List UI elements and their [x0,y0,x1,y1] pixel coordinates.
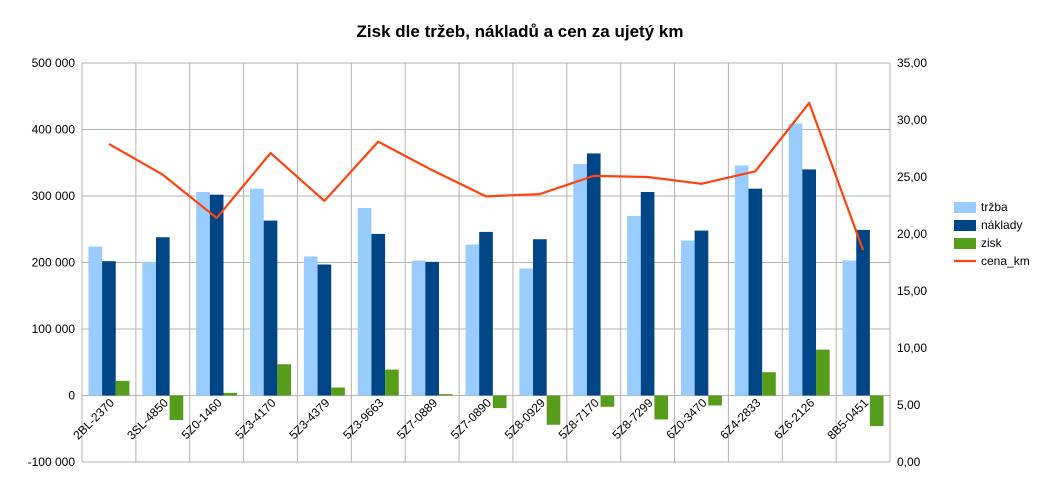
y-left-tick-label: 0 [68,389,75,403]
bars [88,123,884,427]
bar-náklady [640,192,655,396]
legend-swatch [954,238,976,249]
legend-label: cena_km [981,254,1030,268]
y-left-tick-label: 400 000 [32,123,76,137]
x-tick-label: 6Z0-3470 [663,395,709,441]
legend: tržba náklady zisk cena_km [954,200,1030,268]
bar-náklady [856,229,870,396]
bar-náklady [802,169,817,396]
bar-tržba [196,192,210,396]
bar-náklady [371,233,386,396]
chart-title: Zisk dle tržeb, nákladů a cen za ujetý k… [357,22,684,41]
x-tick-label: 3SL-4850 [124,395,171,442]
bar-tržba [842,260,857,396]
bar-náklady [586,153,601,396]
x-tick-label: 5Z8-7170 [556,395,602,441]
y-right-tick-label: 0,00 [897,455,921,469]
legend-label: tržba [981,200,1008,214]
y-left-tick-label: -100 000 [28,455,76,469]
y-right-tick-label: 25,00 [897,170,927,184]
bar-náklady [263,220,278,396]
bar-zisk [762,372,776,396]
bar-zisk [331,387,345,396]
bar-náklady [694,230,709,396]
x-tick-label: 5Z8-0929 [502,395,548,441]
bar-tržba [303,256,318,396]
bar-tržba [465,244,480,396]
bar-zisk [223,392,238,396]
legend-label: zisk [981,236,1003,250]
bar-náklady [317,264,332,396]
x-tick-label: 8B5-0451 [824,395,871,442]
bar-zisk [385,369,399,396]
y-left-tick-label: 100 000 [32,322,76,336]
bar-náklady [479,231,493,396]
bar-zisk [546,395,561,425]
bar-zisk [169,395,184,421]
axes [81,63,891,462]
x-axis-ticks: 2BL-2370 3SL-4850 5Z0-1460 5Z3-4170 5Z3-4379… [70,395,871,442]
bar-zisk [816,349,830,396]
x-tick-label: 5Z7-0889 [394,395,440,441]
x-tick-label: 5Z0-1460 [179,395,225,441]
bar-zisk [277,364,292,396]
x-tick-label: 5Z8-7299 [609,395,655,441]
x-tick-label: 5Z3-4170 [232,395,278,441]
bar-náklady [425,261,439,396]
y-left-tick-label: 500 000 [32,56,76,70]
y-right-tick-label: 20,00 [897,227,927,241]
left-axis-ticks: -100 000 0 100 000 200 000 300 000 400 000 500… [28,56,76,469]
bar-zisk [115,380,130,396]
y-right-tick-label: 5,00 [897,398,921,412]
bar-tržba [250,188,264,396]
bar-zisk [869,395,884,427]
bar-náklady [748,188,763,396]
bar-zisk [492,395,507,409]
right-axis-ticks: 0,00 5,00 10,00 15,00 20,00 25,00 30,00 35,00 [897,56,927,469]
bar-tržba [411,260,426,396]
legend-label: náklady [981,218,1022,232]
bar-tržba [734,165,749,396]
bar-náklady [209,194,224,396]
bar-tržba [142,261,156,396]
y-right-tick-label: 30,00 [897,113,927,127]
bar-zisk [438,394,453,396]
y-left-tick-label: 200 000 [32,256,76,270]
bar-náklady [533,239,547,396]
bar-tržba [519,268,534,396]
x-tick-label: 6Z4-2833 [717,395,763,441]
bar-náklady [102,261,116,396]
x-tick-label: 2BL-2370 [70,395,117,442]
bar-tržba [680,240,695,396]
bar-zisk [708,395,722,406]
legend-swatch [954,220,976,231]
bar-tržba [788,123,803,396]
bar-náklady [155,237,170,396]
y-right-tick-label: 15,00 [897,284,927,298]
y-left-tick-label: 300 000 [32,189,76,203]
bar-tržba [573,164,587,396]
x-tick-label: 5Z3-4379 [286,395,332,441]
bar-zisk [654,395,669,420]
bar-tržba [357,207,372,396]
x-tick-label: 5Z7-0890 [448,395,494,441]
cena-km-line [108,101,865,251]
bar-tržba [88,246,103,396]
bar-zisk [600,395,615,407]
legend-swatch [954,202,976,213]
x-tick-label: 6Z6-2126 [771,395,817,441]
y-right-tick-label: 10,00 [897,341,927,355]
y-right-tick-label: 35,00 [897,56,927,70]
x-tick-label: 5Z3-9663 [340,395,386,441]
bar-tržba [627,215,641,396]
